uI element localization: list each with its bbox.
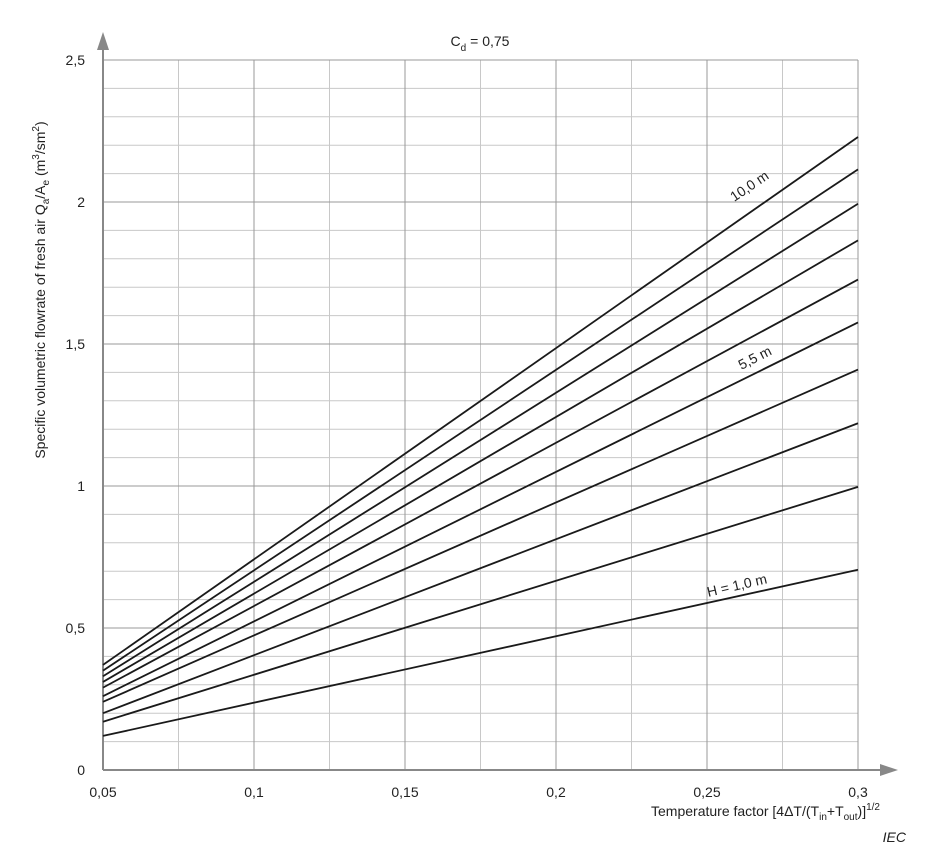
x-tick-label: 0,2 — [546, 784, 566, 800]
x-axis-label: Temperature factor [4ΔT/(Tin+Tout)]1/2 — [651, 802, 880, 823]
label-sub: out — [844, 812, 858, 823]
line-annotation: 10,0 m — [727, 167, 771, 204]
y-axis-arrow — [97, 32, 109, 50]
label-part: )] — [858, 803, 867, 819]
label-part: /sm — [32, 132, 48, 155]
data-line — [102, 422, 859, 715]
data-line — [102, 368, 859, 703]
y-axis-label: Specific volumetric flowrate of fresh ai… — [31, 121, 52, 458]
x-tick-label: 0,3 — [848, 784, 868, 800]
label-sup: 2 — [31, 126, 42, 132]
label-sub: in — [819, 812, 827, 823]
label-part: +T — [827, 803, 844, 819]
chart-title: Cd = 0,75 — [451, 33, 510, 54]
label-part: ) — [32, 121, 48, 126]
data-line — [102, 136, 859, 666]
title-sub: d — [461, 43, 467, 54]
label-part: (m — [32, 160, 48, 180]
y-tick-label: 2 — [77, 194, 85, 210]
x-tick-label: 0,1 — [244, 784, 264, 800]
x-tick-label: 0,25 — [693, 784, 720, 800]
x-axis-arrow — [880, 764, 898, 776]
label-sub: a — [41, 198, 52, 204]
line-annotation: 5,5 m — [735, 342, 773, 372]
data-line — [102, 202, 859, 678]
y-tick-label: 0,5 — [66, 620, 86, 636]
y-tick-label: 2,5 — [66, 52, 86, 68]
label-sup: 1/2 — [866, 802, 880, 813]
y-tick-label: 1,5 — [66, 336, 86, 352]
data-line — [102, 278, 859, 689]
x-tick-label: 0,05 — [89, 784, 116, 800]
source: IEC — [883, 829, 907, 845]
label-part: Specific volumetric flowrate of fresh ai… — [32, 204, 48, 459]
data-line — [102, 239, 859, 683]
y-tick-label: 0 — [77, 762, 85, 778]
data-line — [102, 321, 859, 697]
x-tick-label: 0,15 — [391, 784, 418, 800]
title-part: = 0,75 — [466, 33, 509, 49]
data-line — [102, 168, 859, 672]
data-line — [102, 568, 859, 737]
title-part: C — [451, 33, 461, 49]
label-part: /A — [32, 185, 48, 199]
y-tick-label: 1 — [77, 478, 85, 494]
data-line — [102, 485, 859, 723]
label-sup: 3 — [31, 154, 42, 160]
label-sub: e — [41, 179, 52, 185]
line-annotation: H = 1,0 m — [705, 570, 768, 599]
label-part: Temperature factor [4ΔT/(T — [651, 803, 820, 819]
